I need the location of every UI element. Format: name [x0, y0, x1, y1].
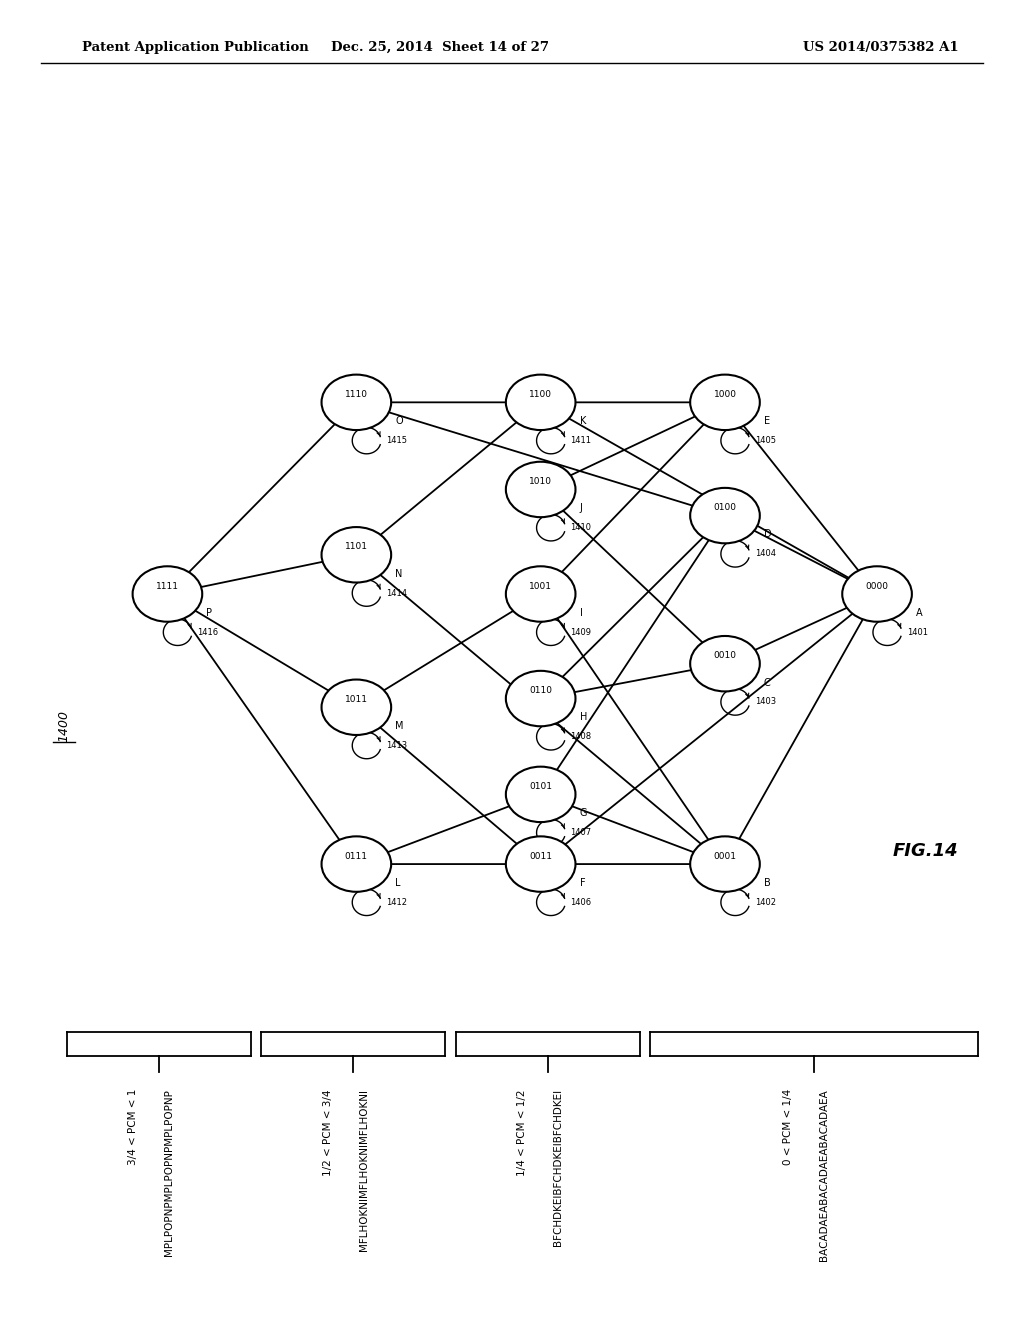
Text: 1/2 < PCM < 3/4: 1/2 < PCM < 3/4 — [323, 1089, 333, 1176]
Text: 1000: 1000 — [714, 389, 736, 399]
Ellipse shape — [322, 680, 391, 735]
Text: 0010: 0010 — [714, 651, 736, 660]
Text: BACADAEABACADAEABACADAEA: BACADAEABACADAEABACADAEA — [819, 1089, 829, 1261]
Text: Patent Application Publication: Patent Application Publication — [82, 41, 308, 54]
Text: N: N — [395, 569, 402, 578]
Ellipse shape — [506, 671, 575, 726]
Text: M: M — [395, 721, 403, 731]
Text: 1404: 1404 — [755, 549, 776, 558]
Text: 1402: 1402 — [755, 898, 776, 907]
Text: 1011: 1011 — [345, 694, 368, 704]
Text: 0100: 0100 — [714, 503, 736, 512]
Text: 1411: 1411 — [570, 436, 592, 445]
Text: J: J — [580, 503, 583, 513]
Text: D: D — [764, 529, 771, 540]
Text: 1401: 1401 — [906, 628, 928, 636]
Ellipse shape — [506, 462, 575, 517]
Text: MPLPOPNPMPLPOPNPMPLPOPNP: MPLPOPNPMPLPOPNPMPLPOPNP — [164, 1089, 174, 1255]
Text: 3/4 < PCM < 1: 3/4 < PCM < 1 — [128, 1089, 138, 1166]
Text: 1415: 1415 — [386, 436, 408, 445]
Ellipse shape — [506, 566, 575, 622]
Text: 1/4 < PCM < 1/2: 1/4 < PCM < 1/2 — [517, 1089, 527, 1176]
Text: E: E — [764, 416, 770, 426]
Text: US 2014/0375382 A1: US 2014/0375382 A1 — [803, 41, 958, 54]
Text: 1400: 1400 — [57, 710, 70, 742]
Text: 1414: 1414 — [386, 589, 408, 598]
Ellipse shape — [690, 837, 760, 892]
Text: BFCHDKEIBFCHDKEIBFCHDKEI: BFCHDKEIBFCHDKEIBFCHDKEI — [553, 1089, 563, 1246]
Text: 1110: 1110 — [345, 389, 368, 399]
Text: 0110: 0110 — [529, 686, 552, 696]
Text: O: O — [395, 416, 402, 426]
Ellipse shape — [506, 375, 575, 430]
Ellipse shape — [506, 837, 575, 892]
Text: 1412: 1412 — [386, 898, 408, 907]
Text: MFLHOKNIMFLHOKNIMFLHOKNI: MFLHOKNIMFLHOKNIMFLHOKNI — [358, 1089, 369, 1251]
Ellipse shape — [322, 837, 391, 892]
Text: 1409: 1409 — [570, 628, 592, 636]
Ellipse shape — [322, 375, 391, 430]
Text: FIG.14: FIG.14 — [893, 842, 958, 861]
Text: 0011: 0011 — [529, 851, 552, 861]
Text: 0101: 0101 — [529, 781, 552, 791]
Text: I: I — [580, 607, 583, 618]
Ellipse shape — [322, 527, 391, 582]
Text: C: C — [764, 677, 771, 688]
Text: 1111: 1111 — [156, 582, 179, 590]
Text: 1416: 1416 — [197, 628, 218, 636]
Ellipse shape — [690, 636, 760, 692]
Ellipse shape — [506, 767, 575, 822]
Text: B: B — [764, 878, 771, 888]
Text: K: K — [580, 416, 586, 426]
Text: A: A — [915, 607, 923, 618]
Text: 1405: 1405 — [755, 436, 776, 445]
Text: 0 < PCM < 1/4: 0 < PCM < 1/4 — [783, 1089, 794, 1166]
Text: 0001: 0001 — [714, 851, 736, 861]
Text: 0000: 0000 — [865, 582, 889, 590]
Text: L: L — [395, 878, 400, 888]
Text: F: F — [580, 878, 585, 888]
Text: 1100: 1100 — [529, 389, 552, 399]
Ellipse shape — [690, 488, 760, 544]
Text: 1101: 1101 — [345, 543, 368, 552]
Text: 1408: 1408 — [570, 733, 592, 742]
Text: 1413: 1413 — [386, 741, 408, 750]
Text: 0111: 0111 — [345, 851, 368, 861]
Text: 1010: 1010 — [529, 477, 552, 486]
Text: 1406: 1406 — [570, 898, 592, 907]
Text: Dec. 25, 2014  Sheet 14 of 27: Dec. 25, 2014 Sheet 14 of 27 — [332, 41, 549, 54]
Text: 1403: 1403 — [755, 697, 776, 706]
Text: 1001: 1001 — [529, 582, 552, 590]
Text: H: H — [580, 713, 587, 722]
Text: 1407: 1407 — [570, 828, 592, 837]
Ellipse shape — [690, 375, 760, 430]
Text: G: G — [580, 808, 587, 818]
Ellipse shape — [132, 566, 202, 622]
Ellipse shape — [842, 566, 911, 622]
Text: P: P — [206, 607, 212, 618]
Text: 1410: 1410 — [570, 523, 592, 532]
